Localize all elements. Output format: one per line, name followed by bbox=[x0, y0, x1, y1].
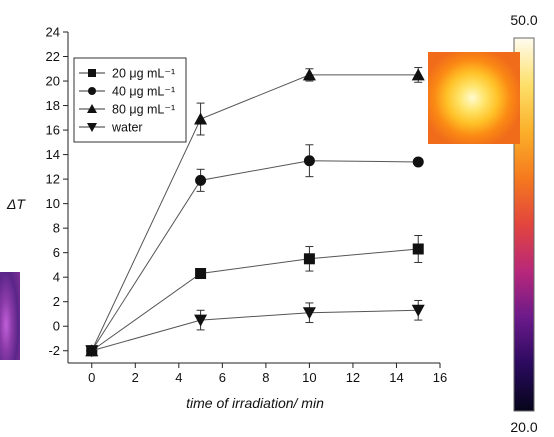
data-point bbox=[195, 268, 207, 280]
legend-label: 40 μg mL⁻¹ bbox=[112, 85, 175, 99]
colorbar-max-label: 50.0 bbox=[510, 12, 537, 28]
thermal-image-cold bbox=[0, 272, 20, 360]
data-point bbox=[412, 243, 424, 255]
legend-marker bbox=[87, 104, 97, 113]
data-point bbox=[303, 155, 315, 167]
plot-area bbox=[85, 67, 425, 358]
x-tick-label: 8 bbox=[262, 370, 269, 385]
x-tick-label: 2 bbox=[132, 370, 139, 385]
x-tick-label: 0 bbox=[88, 370, 95, 385]
data-point bbox=[302, 68, 316, 81]
x-axis-ticks: 0 2 4 6 8 10 12 14 16 bbox=[88, 363, 447, 385]
legend-entry: 20 μg mL⁻¹ bbox=[79, 67, 175, 81]
y-tick-label: 20 bbox=[46, 74, 60, 89]
x-axis-label: time of irradiation/ min bbox=[186, 395, 324, 411]
legend-entry: 80 μg mL⁻¹ bbox=[79, 103, 175, 117]
series-2 bbox=[86, 144, 424, 357]
y-tick-label: 0 bbox=[53, 319, 60, 334]
legend: 20 μg mL⁻¹ 40 μg mL⁻¹ 80 μg mL⁻¹ water bbox=[73, 57, 187, 143]
y-tick-label: 12 bbox=[46, 172, 60, 187]
data-point bbox=[85, 345, 99, 358]
legend-marker bbox=[87, 123, 97, 132]
legend-entry: 40 μg mL⁻¹ bbox=[79, 85, 175, 99]
y-tick-label: 24 bbox=[46, 25, 60, 40]
series-line bbox=[91, 309, 419, 352]
axes bbox=[67, 32, 440, 364]
y-tick-label: 14 bbox=[46, 147, 60, 162]
x-tick-label: 10 bbox=[302, 370, 316, 385]
legend-marker bbox=[88, 87, 96, 95]
x-tick-label: 14 bbox=[389, 370, 403, 385]
y-tick-label: 8 bbox=[53, 221, 60, 236]
x-tick-label: 4 bbox=[175, 370, 182, 385]
data-point bbox=[411, 68, 425, 81]
legend-marker bbox=[88, 69, 96, 77]
data-point bbox=[411, 304, 425, 317]
x-tick-label: 16 bbox=[433, 370, 447, 385]
y-axis-label: ΔT bbox=[6, 196, 26, 212]
y-tick-label: 10 bbox=[46, 196, 60, 211]
x-tick-label: 6 bbox=[219, 370, 226, 385]
series-3 bbox=[85, 67, 425, 357]
colorbar-min-label: 20.0 bbox=[510, 419, 537, 435]
data-point bbox=[412, 156, 424, 168]
y-tick-label: 4 bbox=[53, 270, 60, 285]
y-tick-label: 2 bbox=[53, 294, 60, 309]
data-point bbox=[303, 253, 315, 265]
y-tick-label: 18 bbox=[46, 98, 60, 113]
series-line bbox=[91, 248, 419, 352]
data-point bbox=[194, 314, 208, 327]
y-tick-label: 22 bbox=[46, 49, 60, 64]
y-tick-label: 6 bbox=[53, 245, 60, 260]
data-point bbox=[194, 112, 208, 125]
series-4 bbox=[85, 299, 425, 358]
thermal-image-hot bbox=[428, 52, 520, 144]
legend-label: water bbox=[111, 121, 143, 135]
data-point bbox=[302, 307, 316, 320]
data-point bbox=[195, 174, 207, 186]
x-tick-label: 12 bbox=[346, 370, 360, 385]
y-tick-label: -2 bbox=[48, 343, 60, 358]
legend-entry: water bbox=[79, 121, 143, 135]
legend-label: 20 μg mL⁻¹ bbox=[112, 67, 175, 81]
series-line bbox=[91, 74, 419, 351]
legend-label: 80 μg mL⁻¹ bbox=[112, 103, 175, 117]
y-tick-label: 16 bbox=[46, 123, 60, 138]
series-line bbox=[91, 160, 419, 352]
